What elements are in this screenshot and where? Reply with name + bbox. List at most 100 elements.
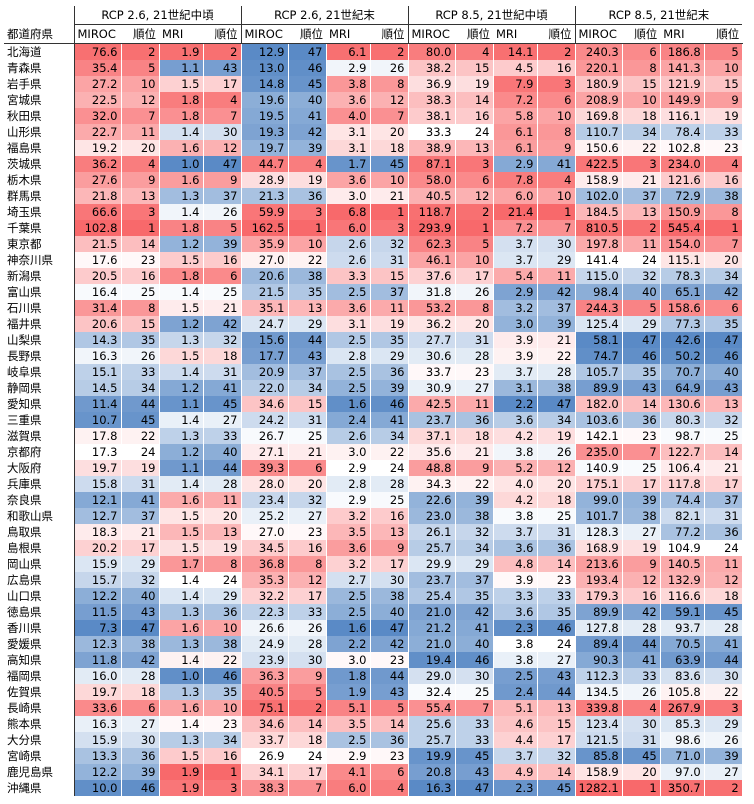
- rank-cell: 19: [455, 76, 494, 92]
- value-cell: 19.5: [240, 108, 289, 124]
- rank-cell: 12: [622, 572, 661, 588]
- prefecture-name: 埼玉県: [7, 205, 42, 219]
- value-cell: 23.4: [240, 492, 289, 508]
- rank-cell: 10: [121, 76, 160, 92]
- value-cell: 38.3: [407, 92, 456, 108]
- value-cell: 32.4: [407, 684, 456, 700]
- value-cell: 6.0: [493, 188, 538, 204]
- rank-cell: 19: [537, 428, 576, 444]
- value-cell: 123.4: [574, 716, 623, 732]
- value-cell: 53.2: [407, 300, 456, 316]
- rank-cell: 36: [704, 524, 743, 540]
- table-row: 福岡県 16.0 28 1.0 46 36.3 9 1.8 44 29.0 30 2.5 43 112.3…: [4, 668, 743, 684]
- rank-cell: 13: [288, 300, 327, 316]
- value-cell: 87.1: [407, 156, 456, 172]
- value-cell: 3.0: [326, 444, 371, 460]
- value-cell: 3.0: [326, 188, 371, 204]
- rank-cell: 37: [622, 188, 661, 204]
- rank-cell: 4: [622, 700, 661, 716]
- header-spacer: [4, 6, 74, 25]
- rank-cell: 1: [455, 220, 494, 236]
- rank-cell: 46: [455, 652, 494, 668]
- value-cell: 48.8: [407, 460, 456, 476]
- value-cell: 1.5: [159, 540, 204, 556]
- value-cell: 25.4: [407, 588, 456, 604]
- rank-cell: 28: [455, 348, 494, 364]
- table-row: 山口県 12.2 40 1.4 29 32.2 17 2.5 38 25.4 35 3.3 33 179.…: [4, 588, 743, 604]
- value-cell: 5.1: [493, 700, 538, 716]
- rank-cell: 4: [288, 156, 327, 172]
- value-cell: 2.9: [326, 460, 371, 476]
- prefecture-name: 愛媛県: [7, 637, 42, 651]
- table-row: 熊本県 16.3 27 1.4 23 34.6 14 3.5 14 25.6 33 4.6 15 123.…: [4, 716, 743, 732]
- rank-cell: 21: [537, 332, 576, 348]
- rank-cell: 16: [455, 108, 494, 124]
- rank-cell: 22: [203, 652, 242, 668]
- column-header: 順位: [370, 24, 408, 44]
- rank-cell: 8: [455, 300, 494, 316]
- value-cell: 3.6: [326, 540, 371, 556]
- rank-cell: 38: [121, 636, 160, 652]
- rank-cell: 30: [203, 124, 242, 140]
- rank-cell: 37: [455, 572, 494, 588]
- value-cell: 63.9: [660, 652, 705, 668]
- value-cell: 19.2: [73, 140, 122, 156]
- value-cell: 149.9: [660, 92, 705, 108]
- table-row: 島根県 20.2 17 1.5 19 34.5 16 3.6 9 25.7 34 3.6 36 168.9…: [4, 540, 743, 556]
- value-cell: 121.9: [660, 76, 705, 92]
- rank-cell: 8: [622, 60, 661, 76]
- rank-cell: 8: [370, 76, 409, 92]
- value-cell: 6.1: [493, 124, 538, 140]
- value-cell: 78.4: [660, 124, 705, 140]
- value-cell: 19.7: [73, 460, 122, 476]
- value-cell: 36.2: [407, 316, 456, 332]
- rank-cell: 24: [455, 124, 494, 140]
- value-cell: 1.2: [159, 236, 204, 252]
- prefecture-name: 鳥取県: [7, 525, 42, 539]
- value-cell: 169.8: [574, 108, 623, 124]
- value-cell: 12.2: [73, 764, 122, 780]
- value-cell: 29.9: [407, 556, 456, 572]
- rank-cell: 16: [203, 748, 242, 764]
- value-cell: 85.8: [574, 748, 623, 764]
- table-row: 広島県 15.7 32 1.4 24 35.3 12 2.7 30 23.7 37 3.9 23 193.…: [4, 572, 743, 588]
- value-cell: 1.9: [159, 43, 204, 60]
- prefecture-name: 兵庫県: [7, 477, 42, 491]
- rank-cell: 43: [370, 684, 409, 700]
- rank-cell: 45: [622, 748, 661, 764]
- prefecture-name: 大分県: [7, 733, 42, 747]
- rank-cell: 47: [370, 620, 409, 636]
- value-cell: 1.6: [326, 620, 371, 636]
- value-cell: 14.1: [493, 43, 538, 60]
- rank-cell: 18: [622, 108, 661, 124]
- prefecture-name: 奈良県: [7, 493, 42, 507]
- rank-cell: 22: [370, 444, 409, 460]
- value-cell: 82.1: [660, 508, 705, 524]
- rank-cell: 25: [537, 508, 576, 524]
- rank-cell: 32: [370, 236, 409, 252]
- group-title: RCP 8.5, 21世紀中頃: [407, 6, 575, 25]
- value-cell: 3.6: [326, 300, 371, 316]
- value-cell: 116.1: [660, 108, 705, 124]
- rank-cell: 15: [704, 76, 743, 92]
- rank-cell: 25: [288, 428, 327, 444]
- value-cell: 36.8: [240, 556, 289, 572]
- table-row: 愛知県 11.4 44 1.1 45 34.6 15 1.6 46 42.5 11 2.2 47 182.…: [4, 396, 743, 412]
- subheader-row: 都道府県 MIROC 順位 MRI 順位 MIROC 順位 MRI 順位 MIROC 順位 MRI 順位…: [4, 24, 743, 44]
- value-cell: 2.9: [493, 284, 538, 300]
- value-cell: 6.8: [326, 204, 371, 220]
- rank-cell: 22: [121, 428, 160, 444]
- value-cell: 2.3: [493, 620, 538, 636]
- rank-cell: 41: [121, 492, 160, 508]
- rank-cell: 8: [704, 204, 743, 220]
- rank-cell: 23: [370, 748, 409, 764]
- rank-cell: 40: [704, 364, 743, 380]
- value-cell: 3.7: [493, 748, 538, 764]
- rank-cell: 22: [537, 348, 576, 364]
- column-header: 順位: [704, 24, 743, 44]
- value-cell: 3.8: [326, 76, 371, 92]
- rank-cell: 15: [537, 716, 576, 732]
- rank-cell: 28: [704, 620, 743, 636]
- rank-cell: 2: [121, 43, 160, 60]
- value-cell: 14.5: [73, 380, 122, 396]
